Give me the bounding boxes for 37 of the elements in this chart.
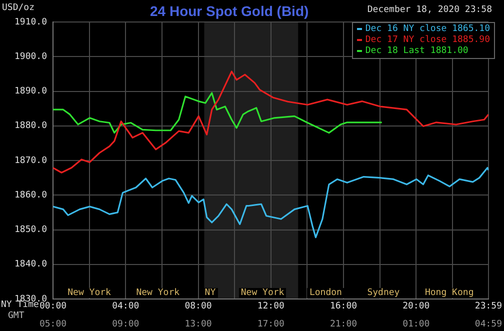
annotation: Sydney (365, 288, 402, 298)
chart-title: 24 Hour Spot Gold (Bid) (150, 3, 309, 19)
y-tick-label: 1840.0 (14, 260, 47, 270)
x2-tick-label: 17:00 (257, 320, 284, 330)
legend-label: Dec 18 Last 1881.00 (364, 46, 470, 57)
y-tick-label: 1870.0 (14, 156, 47, 166)
annotation: New York (66, 288, 113, 298)
annotation: NY (202, 288, 218, 298)
annotation: New York (134, 288, 182, 298)
x-tick-label: 16:00 (330, 302, 358, 312)
legend-title: December 18, 2020 23:58 (367, 5, 492, 15)
x2-tick-label: 05:00 (39, 320, 67, 330)
y-tick-label: 1880.0 (14, 121, 47, 132)
x-tick-label: 00:00 (39, 302, 67, 312)
y-tick-label: 1900.0 (14, 52, 47, 62)
x2-tick-label: 21:00 (330, 320, 358, 330)
x2-tick-label: 04:59 (474, 320, 502, 330)
x2-tick-label: 09:00 (112, 320, 140, 330)
annotation: New York (238, 288, 286, 298)
x-tick-label: 23:59 (474, 302, 502, 312)
x-tick-label: 12:00 (257, 302, 284, 312)
legend-label: Dec 17 NY close 1885.90 (364, 35, 490, 46)
x-axis-title: NY Time (1, 300, 39, 310)
x-tick-label: 20:00 (402, 302, 430, 312)
x2-axis-title: GMT (8, 311, 24, 321)
annotation: London (307, 288, 344, 298)
annotation: Hong Kong (422, 288, 476, 298)
y-axis-title: USD/oz (2, 3, 35, 13)
x-tick-label: 04:00 (112, 302, 140, 312)
y-tick-label: 1860.0 (14, 190, 47, 200)
x2-tick-label: 01:00 (402, 320, 430, 330)
y-tick-label: 1910.0 (14, 17, 47, 28)
y-tick-label: 1850.0 (14, 225, 47, 236)
x-tick-label: 08:00 (184, 302, 212, 312)
x2-tick-label: 13:00 (184, 320, 212, 330)
legend-label: Dec 16 NY close 1865.10 (364, 24, 490, 35)
y-tick-label: 1890.0 (14, 86, 47, 97)
